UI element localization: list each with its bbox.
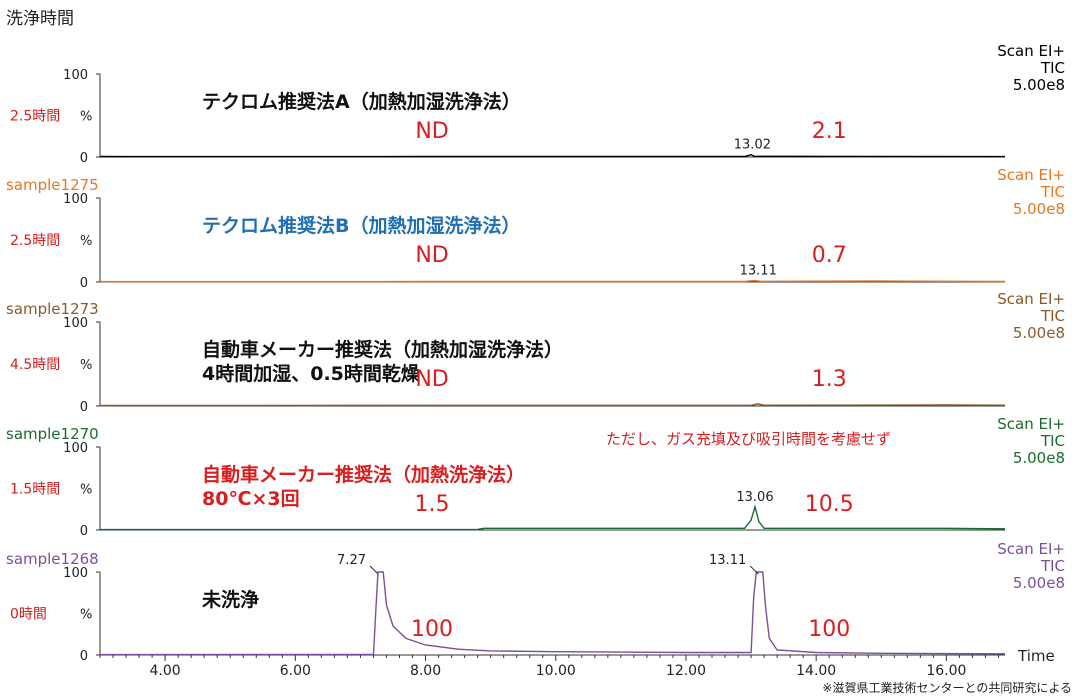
value-label-2: 1.3 [812,367,847,392]
value-label-1: ND [415,367,448,392]
peak-label-2: 13.11 [709,553,746,568]
y-tick-label-100: 100 [63,566,88,581]
scan-info-line-3: 5.00e8 [1013,200,1065,218]
peak-label-1: 7.27 [337,553,366,568]
series-line [99,571,1006,656]
method-line-2: 80℃×3回 [202,488,300,510]
x-tick-label-5: 12.00 [666,663,706,679]
scan-info-line-1: Scan EI+ [997,290,1065,308]
x-tick-label-1: 4.00 [150,663,181,679]
y-tick-label-0: 0 [80,276,88,291]
y-unit-label: % [80,234,92,249]
scan-info-line-2: TIC [1040,432,1065,450]
peak-label-1: 13.06 [736,490,773,505]
value-label-2: 2.1 [812,119,847,144]
method-note: ただし、ガス充填及び吸引時間を考慮せず [606,430,891,448]
series-line [99,403,1006,407]
y-tick-label-100: 100 [63,192,88,207]
y-tick-label-0: 0 [80,400,88,415]
scan-info-line-3: 5.00e8 [1013,574,1065,592]
scan-info-line-1: Scan EI+ [997,42,1065,60]
y-tick-label-100: 100 [63,68,88,83]
x-tick-label-6: 14.00 [796,663,836,679]
scan-info-line-1: Scan EI+ [997,415,1065,433]
method-line-1: 自動車メーカー推奨法（加熱洗浄法） [202,463,525,486]
value-label-1: 100 [411,617,453,642]
method-line-1: テクロム推奨法A（加熱加湿洗浄法） [202,90,521,113]
y-tick-label-0: 0 [80,524,88,539]
scan-info-line-2: TIC [1040,557,1065,575]
scan-info-line-3: 5.00e8 [1013,449,1065,467]
value-label-2: 10.5 [805,492,854,517]
x-tick-label-3: 8.00 [410,663,441,679]
method-line-1: 未洗浄 [201,588,259,611]
sample-label: sample1270 [6,425,99,443]
duration-label: 2.5時間 [10,233,60,249]
sample-label: sample1268 [6,550,99,568]
value-label-1: ND [415,119,448,144]
peak-leader-2 [749,565,759,575]
scan-info-line-2: TIC [1040,183,1065,201]
x-tick-label-2: 6.00 [280,663,311,679]
y-unit-label: % [80,110,92,125]
x-tick-label-7: 16.00 [926,663,966,679]
method-line-1: テクロム推奨法B（加熱加湿洗浄法） [202,214,520,237]
y-unit-label: % [80,358,92,373]
scan-info-line-3: 5.00e8 [1013,76,1065,94]
series-line [99,153,1006,158]
duration-label: 0時間 [10,607,47,623]
x-axis-label: Time [1017,647,1055,665]
y-tick-label-0: 0 [80,151,88,166]
peak-leader-1 [369,565,379,575]
peak-label-1: 13.02 [734,138,771,153]
method-line-1: 自動車メーカー推奨法（加熱加湿洗浄法） [202,338,563,361]
x-axis: 4.00 6.00 8.00 10.00 12.00 14.00 16.00 Time [99,647,1055,679]
y-unit-label: % [80,483,92,498]
scan-info-line-2: TIC [1040,59,1065,77]
sample-label: sample1275 [6,176,99,194]
value-label-1: 1.5 [415,492,450,517]
scan-info-line-3: 5.00e8 [1013,324,1065,342]
y-unit-label: % [80,608,92,623]
series-line [99,279,1006,283]
duration-label: 1.5時間 [10,482,60,498]
duration-label: 4.5時間 [10,357,60,373]
sample-label: sample1273 [6,300,99,318]
value-label-1: ND [415,243,448,268]
duration-label: 2.5時間 [10,109,60,125]
y-group-label: 洗浄時間 [6,9,74,29]
peak-label-1: 13.11 [740,263,777,278]
series-line [99,504,1006,531]
scan-info-line-2: TIC [1040,307,1065,325]
scan-info-line-1: Scan EI+ [997,540,1065,558]
x-tick-label-4: 10.00 [536,663,576,679]
footnote: ※滋賀県工業技術センターとの共同研究による [822,681,1072,695]
value-label-2: 0.7 [812,243,847,268]
scan-info-line-1: Scan EI+ [997,166,1065,184]
method-line-2: 4時間加湿、0.5時間乾燥 [202,362,421,385]
y-tick-label-0: 0 [80,649,88,664]
value-label-2: 100 [808,617,850,642]
y-tick-label-100: 100 [63,441,88,456]
y-tick-label-100: 100 [63,316,88,331]
